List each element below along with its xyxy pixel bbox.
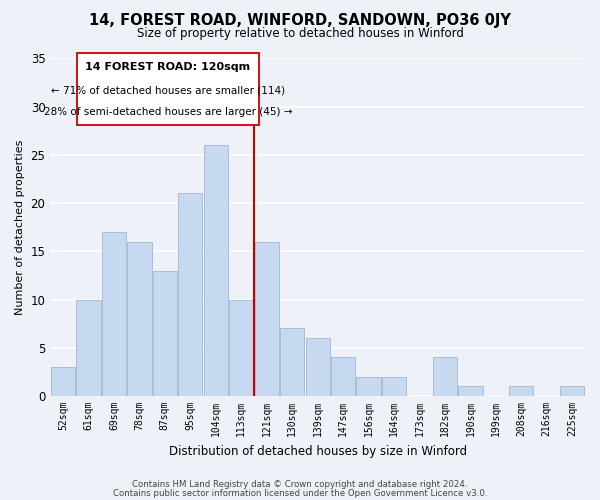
- Bar: [280, 328, 304, 396]
- Bar: [76, 300, 101, 396]
- Bar: [382, 377, 406, 396]
- Bar: [127, 242, 152, 396]
- Text: Contains public sector information licensed under the Open Government Licence v3: Contains public sector information licen…: [113, 490, 487, 498]
- Text: Contains HM Land Registry data © Crown copyright and database right 2024.: Contains HM Land Registry data © Crown c…: [132, 480, 468, 489]
- FancyBboxPatch shape: [77, 53, 259, 125]
- Bar: [51, 367, 75, 396]
- Bar: [102, 232, 126, 396]
- Bar: [458, 386, 482, 396]
- Bar: [331, 358, 355, 396]
- Bar: [560, 386, 584, 396]
- Bar: [178, 194, 202, 396]
- Text: Size of property relative to detached houses in Winford: Size of property relative to detached ho…: [137, 28, 463, 40]
- Bar: [204, 145, 228, 396]
- X-axis label: Distribution of detached houses by size in Winford: Distribution of detached houses by size …: [169, 444, 467, 458]
- Bar: [356, 377, 380, 396]
- Bar: [229, 300, 253, 396]
- Text: 14 FOREST ROAD: 120sqm: 14 FOREST ROAD: 120sqm: [85, 62, 250, 72]
- Bar: [153, 270, 177, 396]
- Bar: [509, 386, 533, 396]
- Bar: [254, 242, 279, 396]
- Text: 28% of semi-detached houses are larger (45) →: 28% of semi-detached houses are larger (…: [44, 108, 292, 118]
- Text: 14, FOREST ROAD, WINFORD, SANDOWN, PO36 0JY: 14, FOREST ROAD, WINFORD, SANDOWN, PO36 …: [89, 12, 511, 28]
- Bar: [433, 358, 457, 396]
- Y-axis label: Number of detached properties: Number of detached properties: [15, 140, 25, 315]
- Bar: [305, 338, 330, 396]
- Text: ← 71% of detached houses are smaller (114): ← 71% of detached houses are smaller (11…: [51, 86, 285, 96]
